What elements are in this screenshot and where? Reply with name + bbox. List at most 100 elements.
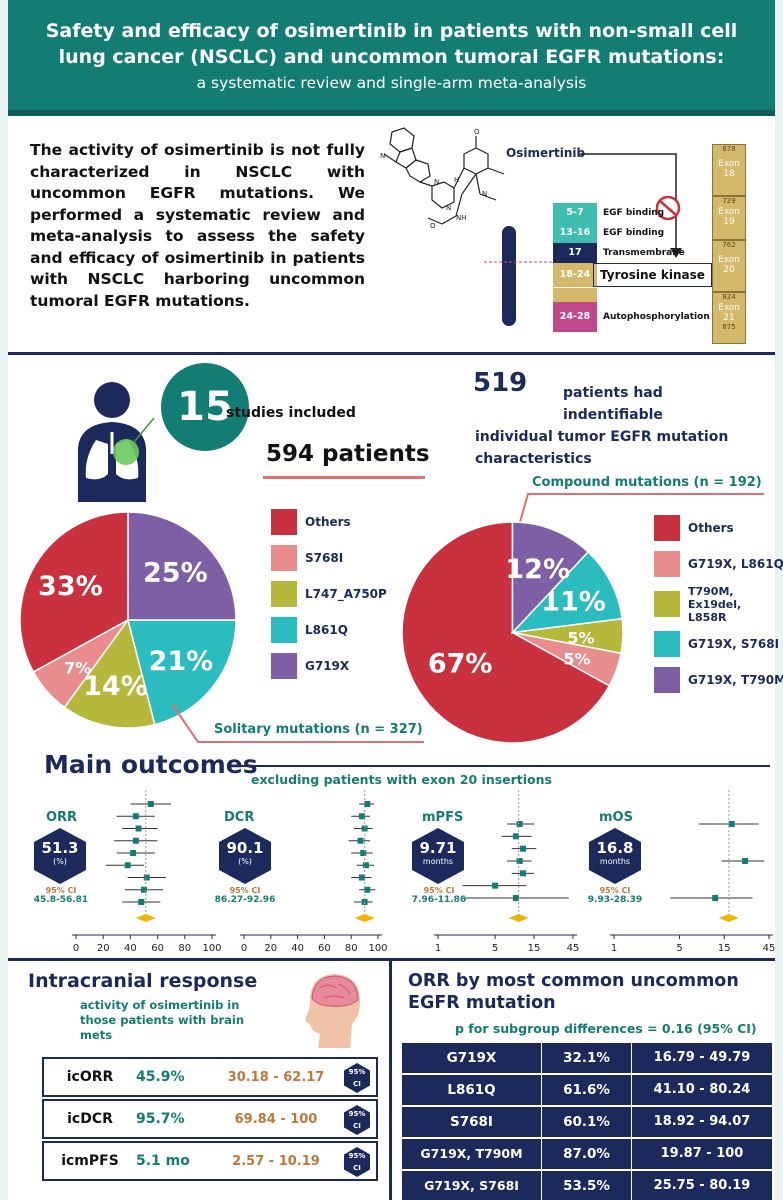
tick-label: 60 bbox=[151, 943, 164, 954]
tick-label: 5 bbox=[676, 943, 682, 954]
divider bbox=[8, 352, 775, 355]
study-point bbox=[516, 858, 523, 864]
pie-label: 33% bbox=[38, 571, 103, 602]
osimertinib-structure-icon: N N N H O N NH O bbox=[380, 127, 505, 230]
svg-text:N: N bbox=[434, 178, 439, 186]
study-point bbox=[147, 801, 154, 807]
tick-label: 1 bbox=[611, 943, 617, 954]
total-patients: 594 patients bbox=[266, 441, 430, 467]
tick-label: 40 bbox=[124, 943, 137, 954]
tick-label: 45 bbox=[763, 943, 775, 954]
study-point bbox=[357, 837, 364, 844]
legend-entry: G719X, S768I bbox=[654, 631, 779, 667]
svg-text:H: H bbox=[454, 176, 459, 184]
exon-19: 729 Exon 19 bbox=[712, 196, 746, 240]
tick-label: 20 bbox=[97, 943, 110, 954]
infographic: Safety and efficacy of osimertinib in pa… bbox=[8, 0, 783, 1200]
identified-count: 519 bbox=[473, 368, 528, 398]
svg-text:O: O bbox=[430, 222, 436, 230]
study-point bbox=[138, 899, 145, 905]
study-point bbox=[360, 850, 367, 856]
legend-entry: T790M, Ex19del, L858R bbox=[654, 585, 774, 631]
identified-text: patients had indentifiable individual tu… bbox=[475, 385, 729, 467]
study-point bbox=[130, 850, 137, 856]
tick-label: 15 bbox=[718, 943, 731, 954]
domain-row-tyrosine-kinase: 18-24 Tyrosine kinase bbox=[553, 263, 712, 287]
orr-ci: 95% CI 45.8-56.81 bbox=[33, 886, 89, 905]
study-point bbox=[728, 821, 735, 827]
svg-text:O: O bbox=[474, 128, 480, 136]
svg-text:NH: NH bbox=[456, 214, 467, 222]
orr-mutation-table: G719X 32.1% 16.79 - 49.79 L861Q 61.6% 41.10 … bbox=[402, 1043, 772, 1200]
study-point bbox=[712, 895, 719, 901]
tick-label: 15 bbox=[528, 943, 541, 954]
study-point bbox=[358, 874, 365, 881]
mos-ci: 95% CI 9.93-28.39 bbox=[587, 886, 643, 905]
table-row: L861Q 61.6% 41.10 - 80.24 bbox=[402, 1075, 772, 1105]
page-title: Safety and efficacy of osimertinib in pa… bbox=[8, 0, 775, 70]
study-point bbox=[742, 858, 749, 864]
study-point bbox=[124, 862, 131, 869]
pooled-diamond bbox=[508, 914, 529, 922]
studies-label: studies included bbox=[226, 405, 356, 421]
mpfs-panel-title: mPFS bbox=[422, 810, 464, 825]
svg-text:N: N bbox=[380, 152, 385, 160]
study-point bbox=[520, 870, 527, 877]
pie-label: 67% bbox=[428, 648, 493, 679]
domain-row: 13-16 EGF binding bbox=[553, 223, 685, 243]
tick-label: 20 bbox=[264, 943, 277, 954]
study-point bbox=[135, 825, 142, 832]
study-point bbox=[520, 845, 527, 852]
intracranial-title: Intracranial response bbox=[28, 970, 258, 992]
pie-label: 7% bbox=[64, 658, 91, 677]
underline bbox=[263, 476, 425, 479]
study-point bbox=[132, 813, 139, 820]
tick-label: 40 bbox=[291, 943, 304, 954]
main-outcomes-title: Main outcomes bbox=[44, 750, 258, 779]
tick-label: 100 bbox=[368, 943, 387, 954]
orr-panel-title: ORR bbox=[46, 810, 78, 825]
pie-label: 25% bbox=[143, 558, 208, 589]
table-row: icDCR 95.7% 69.84 - 100 95% CI bbox=[42, 1099, 378, 1139]
pie-slice bbox=[19, 511, 129, 674]
study-point bbox=[361, 825, 368, 832]
pie-slice bbox=[401, 521, 611, 744]
pie-label: 14% bbox=[83, 671, 148, 702]
mpfs-ci: 95% CI 7.96-11.86 bbox=[411, 886, 467, 905]
compound-title: Compound mutations (n = 192) bbox=[532, 475, 762, 490]
outcomes-rule bbox=[240, 765, 770, 767]
pie-label: 5% bbox=[563, 650, 590, 669]
tick-label: 100 bbox=[202, 943, 221, 954]
legend-entry: Others bbox=[654, 515, 774, 551]
table-row: icORR 45.9% 30.18 - 62.17 95% CI bbox=[42, 1057, 378, 1097]
tick-label: 0 bbox=[241, 943, 247, 954]
study-point bbox=[492, 882, 499, 889]
svg-text:N: N bbox=[482, 190, 487, 198]
legend-entry: G719X, T790M bbox=[654, 667, 783, 703]
domain-row: 5-7 EGF binding bbox=[553, 203, 685, 223]
studies-count-circle: 15 bbox=[161, 363, 249, 451]
domain-row: 24-28 Autophosphorylation bbox=[553, 302, 710, 332]
forest-plots: 0 20 40 60 80 100 0 20 40 60 80 100 1 5 15 45 1 5 15 45 bbox=[72, 790, 775, 954]
table-row: G719X 32.1% 16.79 - 49.79 bbox=[402, 1043, 772, 1073]
osimertinib-label: Osimertinib bbox=[506, 146, 586, 160]
domain-row: 17 Transmembrane bbox=[553, 243, 685, 263]
domain-row bbox=[553, 288, 685, 308]
vertical-divider bbox=[389, 958, 392, 1200]
pie-label: 5% bbox=[567, 629, 594, 648]
pie-slice bbox=[127, 511, 237, 621]
ci-hex: 95% CI bbox=[344, 1105, 370, 1135]
intro-text: The activity of osimertinib is not fully… bbox=[30, 141, 365, 310]
study-point bbox=[364, 886, 371, 893]
intracranial-table: icORR 45.9% 30.18 - 62.17 95% CI icDCR 95… bbox=[42, 1057, 378, 1183]
orr-mutation-title: ORR by most common uncommon EGFR mutatio… bbox=[408, 971, 739, 1013]
table-row: G719X, S768I 53.5% 25.75 - 80.19 bbox=[402, 1171, 772, 1200]
legend-entry: G719X, L861Q bbox=[654, 551, 783, 585]
dcr-panel-title: DCR bbox=[224, 810, 255, 825]
solitary-title: Solitary mutations (n = 327) bbox=[214, 722, 423, 737]
outcomes-subtitle: excluding patients with exon 20 insertio… bbox=[251, 772, 552, 787]
tick-label: 1 bbox=[435, 943, 441, 954]
intracranial-subtitle: activity of osimertinib in those patient… bbox=[80, 998, 245, 1042]
ci-hex: 95% CI bbox=[344, 1063, 370, 1093]
tick-label: 80 bbox=[178, 943, 191, 954]
